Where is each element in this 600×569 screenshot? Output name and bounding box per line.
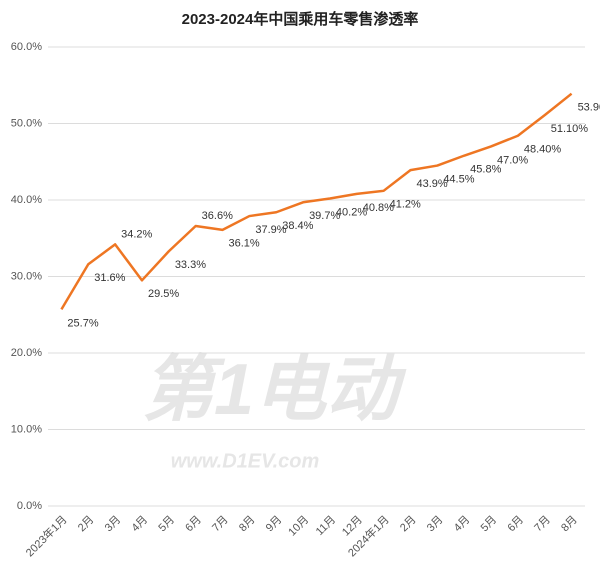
data-label: 33.3%: [175, 259, 206, 271]
y-tick-label: 40.0%: [11, 194, 42, 206]
data-label: 39.7%: [309, 210, 340, 222]
data-label: 43.9%: [416, 178, 447, 190]
data-label: 40.8%: [363, 202, 394, 214]
data-label: 47.0%: [497, 154, 528, 166]
y-tick-label: 10.0%: [11, 423, 42, 435]
data-label: 51.10%: [551, 123, 589, 135]
chart-title: 2023-2024年中国乘用车零售渗透率: [182, 10, 419, 28]
watermark-url: www.D1EV.com: [171, 450, 320, 472]
y-tick-label: 0.0%: [17, 500, 42, 512]
y-tick-label: 30.0%: [11, 270, 42, 282]
data-label: 44.5%: [443, 173, 474, 185]
data-label: 37.9%: [255, 224, 286, 236]
data-label: 36.6%: [202, 210, 233, 222]
watermark: 第1电动: [142, 350, 407, 430]
data-label: 45.8%: [470, 164, 501, 176]
data-label: 25.7%: [67, 317, 98, 329]
data-label: 41.2%: [390, 199, 421, 211]
y-tick-label: 60.0%: [11, 41, 42, 53]
data-label: 48.40%: [524, 144, 562, 156]
data-label: 29.5%: [148, 288, 179, 300]
data-label: 31.6%: [94, 272, 125, 284]
y-tick-label: 50.0%: [11, 117, 42, 129]
data-label: 34.2%: [121, 228, 152, 240]
y-tick-label: 20.0%: [11, 347, 42, 359]
data-label: 38.4%: [282, 220, 313, 232]
series-line: [60, 92, 573, 311]
data-label: 36.1%: [229, 238, 260, 250]
data-label: 53.90%: [578, 102, 600, 114]
data-label: 40.2%: [336, 206, 367, 218]
